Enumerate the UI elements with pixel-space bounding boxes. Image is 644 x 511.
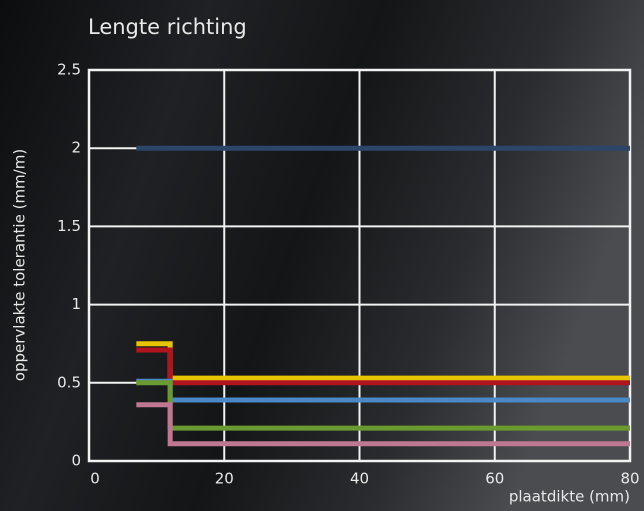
chart-title: Lengte richting <box>88 15 247 39</box>
y-tick-label: 1 <box>71 295 81 313</box>
x-axis-label: plaatdikte (mm) <box>509 488 630 506</box>
x-tick-label: 60 <box>485 470 504 488</box>
y-tick-label: 2 <box>71 139 81 157</box>
chart: Lengte richting oppervlakte tolerantie (… <box>0 0 644 511</box>
y-tick-label: 0.5 <box>57 373 81 391</box>
x-tick-label: 40 <box>350 470 369 488</box>
x-tick-label: 80 <box>620 470 639 488</box>
background <box>0 0 644 511</box>
y-tick-label: 0 <box>71 452 81 470</box>
x-tick-label: 0 <box>90 470 100 488</box>
x-tick-label: 20 <box>215 470 234 488</box>
y-tick-label: 2.5 <box>57 61 81 79</box>
y-tick-label: 1.5 <box>57 217 81 235</box>
y-axis-label: oppervlakte tolerantie (mm/m) <box>11 149 29 381</box>
